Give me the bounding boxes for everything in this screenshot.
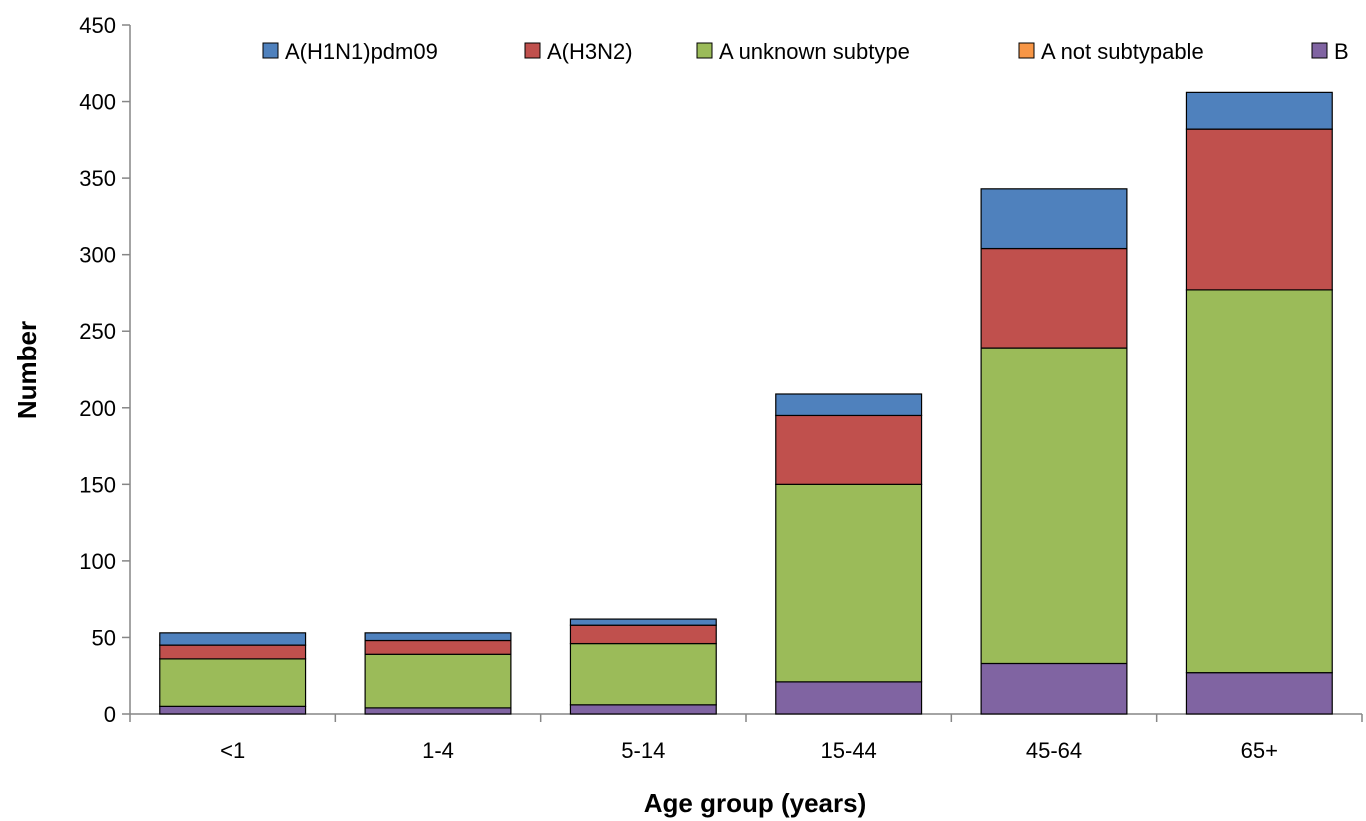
legend-label: A(H3N2) (547, 39, 633, 64)
x-tick-label: 1-4 (422, 738, 454, 763)
y-tick-label: 200 (79, 396, 116, 421)
bar-segment (364, 707, 512, 715)
bar-segment (980, 347, 1128, 665)
legend-label: A(H1N1)pdm09 (285, 39, 438, 64)
legend-label: A unknown subtype (719, 39, 910, 64)
y-tick-label: 150 (79, 472, 116, 497)
y-tick-label: 0 (104, 702, 116, 727)
legend-swatch (1311, 42, 1328, 59)
y-tick-label: 450 (79, 13, 116, 38)
bar-segment (1185, 128, 1333, 291)
legend: A(H1N1)pdm09 A(H3N2) A unknown subtype A no… (262, 39, 1349, 64)
bar-segment (569, 642, 717, 706)
bar-segment (569, 624, 717, 645)
legend-swatch (524, 42, 541, 59)
bar-segment (1185, 91, 1333, 130)
y-tick-label: 50 (92, 625, 116, 650)
x-tick-label: <1 (220, 738, 245, 763)
y-tick-label: 400 (79, 90, 116, 115)
bar-segment (569, 618, 717, 626)
bar-segment (364, 632, 512, 642)
bar-segment (364, 639, 512, 655)
y-tick-label: 300 (79, 243, 116, 268)
bar-segment (980, 662, 1128, 715)
bar-segment (1185, 672, 1333, 715)
bar-segment (775, 393, 923, 417)
bars (159, 91, 1333, 715)
bar-segment (775, 414, 923, 485)
bar-segment (775, 483, 923, 683)
x-tick-label: 5-14 (621, 738, 665, 763)
bar-segment (1185, 289, 1333, 674)
y-tick-label: 100 (79, 549, 116, 574)
y-tick-label: 250 (79, 319, 116, 344)
bar-segment (159, 644, 307, 660)
x-tick-label: 65+ (1241, 738, 1278, 763)
legend-swatch (696, 42, 713, 59)
x-tick-label: 45-64 (1026, 738, 1082, 763)
y-axis: 0 50 100 150 200 250 300 350 400 450 (79, 13, 131, 727)
bar-segment (980, 188, 1128, 250)
bar-segment (159, 705, 307, 715)
legend-swatch (1018, 42, 1035, 59)
x-tick-label: 15-44 (821, 738, 877, 763)
bar-segment (364, 653, 512, 709)
x-axis: <1 1-4 5-14 15-44 45-64 65+ (129, 713, 1363, 763)
y-axis-title: Number (12, 321, 42, 419)
bar-segment (569, 704, 717, 715)
legend-label: A not subtypable (1041, 39, 1204, 64)
y-tick-label: 350 (79, 166, 116, 191)
bar-segment (159, 632, 307, 646)
x-axis-title: Age group (years) (644, 788, 867, 818)
bar-segment (775, 681, 923, 715)
legend-swatch (262, 42, 279, 59)
bar-segment (159, 658, 307, 707)
legend-label: B (1334, 39, 1349, 64)
bar-segment (980, 247, 1128, 349)
